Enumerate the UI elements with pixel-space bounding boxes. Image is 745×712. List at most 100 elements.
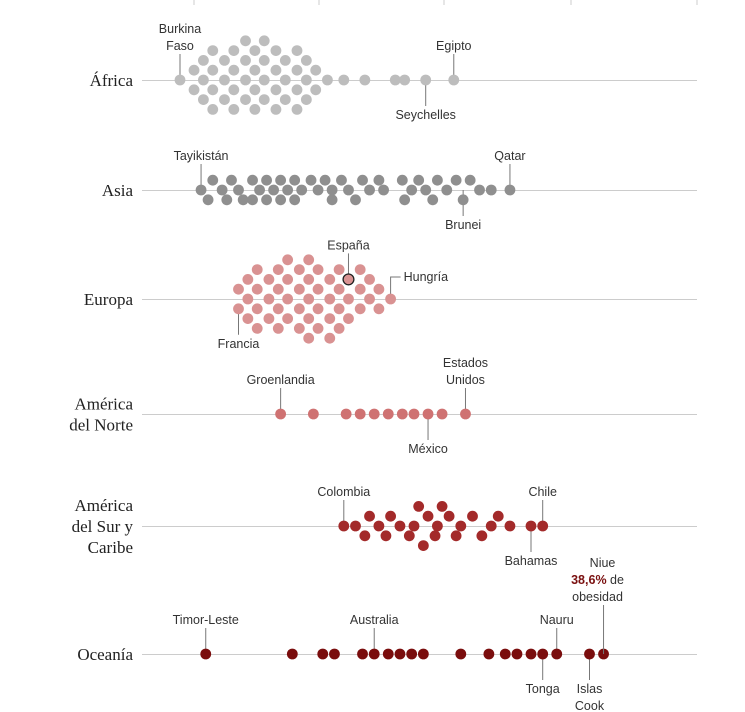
data-point: [436, 408, 448, 420]
data-point: [350, 194, 361, 206]
data-point: [228, 84, 240, 96]
data-point: [291, 64, 303, 76]
data-point: [251, 283, 263, 295]
data-point: [312, 323, 324, 334]
data-point: [413, 501, 425, 512]
data-point: [233, 184, 244, 196]
data-point: [340, 408, 352, 420]
country-label: Australia: [350, 613, 399, 627]
data-point: [219, 55, 230, 66]
data-point: [413, 174, 425, 186]
data-point: [233, 303, 244, 315]
region-label: África: [90, 71, 134, 90]
data-point: [436, 501, 448, 512]
data-point: [329, 648, 340, 660]
data-point: [251, 264, 263, 275]
data-point: [270, 104, 282, 115]
data-point: [303, 274, 315, 285]
country-label: Egipto: [436, 39, 471, 53]
data-point: [326, 194, 338, 206]
data-point: [422, 408, 434, 420]
country-label: Nauru: [540, 613, 574, 627]
data-point: [310, 64, 322, 76]
country-label: Estados Unidos: [443, 356, 488, 387]
data-point: [202, 194, 214, 206]
data-point: [249, 64, 261, 76]
data-point: [551, 648, 563, 660]
data-point: [272, 303, 284, 315]
data-point: [237, 194, 249, 206]
data-point: [300, 94, 312, 105]
data-point: [207, 45, 219, 56]
data-point: [343, 313, 354, 324]
data-point: [258, 94, 270, 105]
data-point: [293, 303, 305, 315]
data-point: [240, 35, 251, 47]
country-label: Burkina Faso: [159, 22, 201, 53]
data-point: [354, 264, 366, 275]
data-point: [282, 293, 294, 305]
data-point: [188, 84, 200, 96]
data-point: [511, 648, 523, 660]
region-label: América del Norte: [69, 395, 133, 435]
data-point: [373, 283, 385, 295]
data-point: [307, 408, 319, 420]
data-point: [364, 274, 375, 285]
country-label: Niue: [590, 556, 616, 570]
data-point: [293, 283, 305, 295]
data-point: [303, 254, 315, 266]
data-point: [432, 174, 443, 186]
data-point: [364, 293, 375, 305]
data-point: [207, 174, 219, 186]
data-point: [251, 323, 263, 334]
data-point: [279, 74, 291, 86]
country-label: Tonga: [526, 682, 560, 696]
data-point: [485, 184, 497, 196]
data-point: [198, 74, 209, 86]
data-point: [240, 94, 251, 105]
data-point: [584, 648, 595, 660]
data-point: [258, 35, 270, 47]
data-point: [322, 74, 333, 86]
data-point: [268, 184, 279, 196]
country-label: Seychelles: [395, 108, 455, 122]
data-point: [312, 303, 324, 315]
data-point: [368, 408, 380, 420]
data-point: [282, 184, 294, 196]
data-point: [286, 648, 298, 660]
country-label: Islas Cook: [575, 682, 605, 712]
country-label: Bahamas: [505, 554, 558, 568]
data-point: [319, 174, 331, 186]
data-point: [324, 313, 336, 324]
data-point: [261, 194, 272, 206]
data-point: [338, 520, 350, 532]
region-label: Asia: [102, 181, 134, 200]
data-point: [207, 84, 219, 96]
leader-line: [390, 276, 401, 299]
data-point: [242, 274, 254, 285]
data-point: [305, 174, 317, 186]
data-point: [537, 648, 549, 660]
region-label: América del Sur y Caribe: [72, 496, 134, 557]
data-point: [263, 274, 275, 285]
data-point: [380, 530, 392, 542]
data-point: [368, 648, 380, 660]
data-point: [504, 184, 516, 196]
data-point: [240, 55, 251, 66]
data-point: [492, 510, 504, 522]
country-label: Groenlandia: [247, 373, 315, 387]
data-point: [207, 104, 219, 115]
data-point: [258, 55, 270, 66]
data-point: [385, 293, 396, 305]
data-point: [300, 74, 312, 86]
data-point: [275, 194, 287, 206]
data-point: [275, 408, 287, 420]
data-point: [249, 45, 261, 56]
data-point: [249, 84, 261, 96]
data-point: [249, 104, 261, 115]
data-point: [399, 194, 411, 206]
data-point: [272, 323, 284, 334]
data-point: [293, 264, 305, 275]
data-point: [293, 323, 305, 334]
data-point: [247, 194, 258, 206]
